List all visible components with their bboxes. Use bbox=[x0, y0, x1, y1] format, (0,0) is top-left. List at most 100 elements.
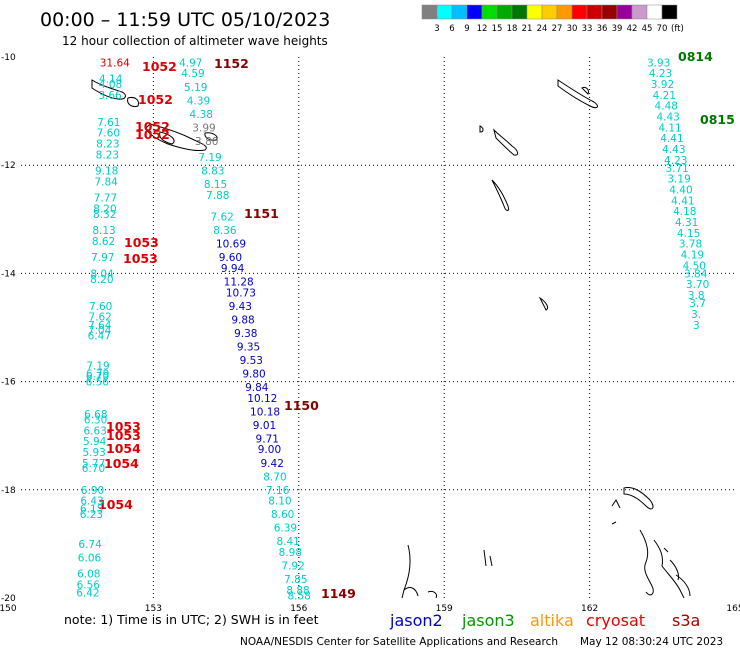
island-outline bbox=[581, 87, 589, 95]
wave-height-label: 7.60 bbox=[89, 301, 112, 313]
wave-height-label: 3.8 bbox=[688, 290, 705, 302]
island-outline bbox=[91, 79, 126, 100]
map-title: 00:00 – 11:59 UTC 05/10/2023 bbox=[40, 9, 330, 31]
color-swatch bbox=[601, 4, 618, 20]
island-outline bbox=[493, 128, 519, 156]
mission-legend: jason2 jason3 altika cryosat s3a bbox=[389, 611, 700, 630]
lon-tick-label: 150 bbox=[0, 604, 17, 614]
wave-height-label: 8.20 bbox=[93, 203, 116, 215]
wave-height-label: 9.94 bbox=[221, 263, 245, 275]
wave-height-label: 10.18 bbox=[250, 406, 280, 418]
color-swatch bbox=[616, 4, 633, 20]
wave-height-label: 5.93 bbox=[82, 447, 105, 459]
color-swatch bbox=[631, 4, 648, 20]
wave-height-label: 9.71 bbox=[256, 433, 279, 445]
wave-height-label: 4.21 bbox=[653, 90, 676, 102]
wave-height-label: 4.43 bbox=[656, 112, 679, 124]
wave-height-label: 8.62 bbox=[92, 236, 115, 248]
lat-tick-label: -14 bbox=[1, 269, 16, 279]
wave-height-label: 6.08 bbox=[77, 569, 100, 581]
wave-height-label: 4.40 bbox=[669, 185, 692, 197]
wave-height-label: 3.99 bbox=[192, 122, 215, 134]
island-outline bbox=[204, 132, 218, 141]
color-scale-label: 45 bbox=[642, 24, 653, 34]
color-swatch bbox=[481, 4, 498, 20]
island-outline bbox=[427, 591, 437, 599]
mission-legend-jason3: jason3 bbox=[461, 611, 515, 630]
wave-height-label: 6.63 bbox=[83, 425, 106, 437]
color-scale-label: 24 bbox=[537, 24, 548, 34]
wave-height-label: 6.70 bbox=[86, 371, 109, 383]
color-scale-label: 27 bbox=[552, 24, 563, 34]
color-swatch bbox=[661, 4, 678, 20]
island-outline bbox=[145, 123, 207, 151]
color-swatch bbox=[421, 4, 438, 20]
lon-tick-label: 159 bbox=[436, 604, 453, 614]
island-outline bbox=[653, 539, 685, 599]
wave-height-label: 6.90 bbox=[81, 485, 104, 497]
wave-height-label: 6.06 bbox=[78, 552, 102, 564]
wave-height-label: 9.18 bbox=[95, 166, 118, 178]
wave-height-label: 4.23 bbox=[664, 155, 687, 167]
wave-height-label: 6.30 bbox=[84, 414, 107, 426]
lon-tick-label: 165 bbox=[726, 604, 740, 614]
wave-height-label: 9.80 bbox=[242, 368, 265, 380]
wave-height-label: 6.39 bbox=[274, 523, 297, 535]
lon-tick-label: 153 bbox=[145, 604, 162, 614]
island-outline bbox=[675, 574, 691, 597]
mission-legend-s3a: s3a bbox=[672, 611, 700, 630]
wave-height-label: 8.41 bbox=[276, 536, 299, 548]
island-outline bbox=[401, 544, 419, 599]
wave-height-label: 6.68 bbox=[84, 409, 107, 421]
color-scale-label: 42 bbox=[627, 24, 638, 34]
wave-height-label: 4.39 bbox=[187, 95, 210, 107]
wave-height-label: 8.36 bbox=[213, 225, 237, 237]
gridlines bbox=[21, 57, 735, 598]
wave-height-label: 3. bbox=[691, 309, 701, 321]
coastlines bbox=[91, 79, 691, 599]
mission-legend-cryosat: cryosat bbox=[586, 611, 645, 630]
wave-height-label: 4.14 bbox=[99, 74, 123, 86]
wave-height-label: 8.23 bbox=[96, 149, 119, 161]
lat-tick-label: -20 bbox=[1, 594, 16, 604]
color-scale-label: 18 bbox=[507, 24, 518, 34]
wave-height-label: 10.12 bbox=[247, 393, 277, 405]
wave-height-label: 8.23 bbox=[96, 139, 119, 151]
wave-height-label: 5.19 bbox=[184, 82, 207, 94]
color-swatch bbox=[451, 4, 468, 20]
ship-report-label: 0814 bbox=[678, 49, 713, 64]
ship-report-label: 1054 bbox=[98, 497, 133, 512]
wave-height-label: 8.98 bbox=[279, 547, 302, 559]
wave-height-label: 3.19 bbox=[667, 174, 690, 186]
wave-height-label: 10.69 bbox=[216, 239, 246, 251]
ship-report-label: 1150 bbox=[284, 398, 319, 413]
ship-report-label: 1052 bbox=[135, 119, 170, 134]
wave-height-label: 4.19 bbox=[681, 249, 704, 261]
wave-height-label: 8.04 bbox=[90, 268, 114, 280]
color-scale-label: 3 bbox=[434, 24, 439, 34]
color-swatch bbox=[541, 4, 558, 20]
color-swatch bbox=[556, 4, 573, 20]
wave-height-label: 9.60 bbox=[219, 252, 242, 264]
ship-report-label: 1149 bbox=[321, 586, 356, 601]
wave-height-label: 8.60 bbox=[271, 509, 294, 521]
ship-report-label: 1054 bbox=[106, 441, 141, 456]
wave-height-label: 6.15 bbox=[80, 504, 103, 516]
wave-height-label: 4.31 bbox=[675, 217, 698, 229]
wave-height-label: 7.19 bbox=[86, 360, 109, 372]
color-scale-label: 21 bbox=[522, 24, 533, 34]
wave-height-label: 7.04 bbox=[88, 325, 112, 337]
color-scale-label: 6 bbox=[449, 24, 454, 34]
island-outline bbox=[623, 487, 654, 510]
island-outline bbox=[483, 549, 487, 567]
mission-legend-jason2: jason2 bbox=[389, 611, 443, 630]
ship-report-label: 1052 bbox=[142, 59, 177, 74]
color-scale-label: 15 bbox=[492, 24, 503, 34]
wave-height-label: 6.74 bbox=[78, 539, 102, 551]
wave-height-label: 4.43 bbox=[662, 144, 685, 156]
color-swatch bbox=[586, 4, 603, 20]
wave-height-label: 4.50 bbox=[683, 260, 706, 272]
wave-height-label: 6.56 bbox=[86, 377, 110, 389]
wave-height-label: 3.84 bbox=[684, 268, 708, 280]
